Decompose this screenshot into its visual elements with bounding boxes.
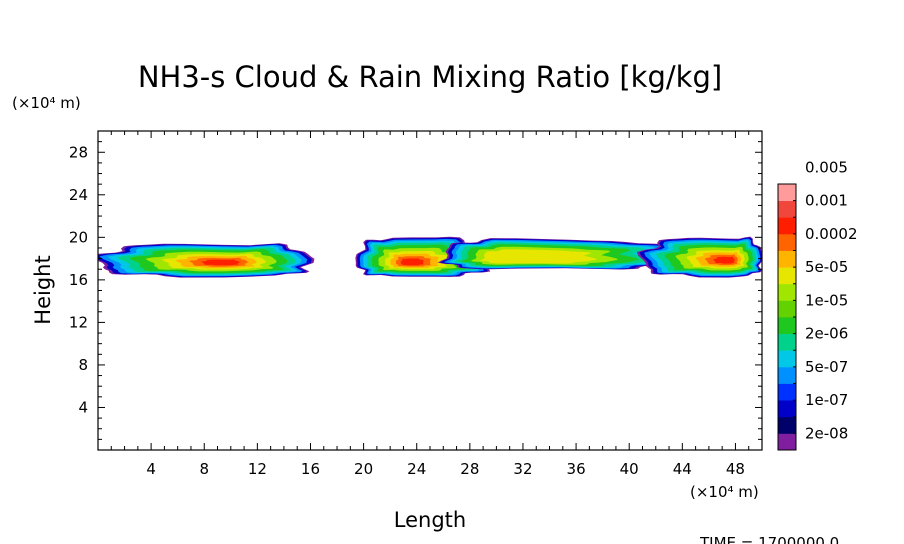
cloud-contour-level <box>713 256 735 264</box>
x-tick-label: 8 <box>199 460 209 478</box>
y-tick-label: 4 <box>78 398 88 416</box>
cloud-field <box>98 236 762 278</box>
cloud-contour-level <box>201 259 240 266</box>
x-tick-label: 32 <box>513 460 532 478</box>
chart-title: NH3-s Cloud & Rain Mixing Ratio [kg/kg] <box>138 60 722 94</box>
cloud-contour-level <box>400 258 424 266</box>
x-tick-label: 16 <box>301 460 320 478</box>
colorbar-label: 0.005 <box>805 158 848 176</box>
colorbar-swatch <box>778 350 796 368</box>
colorbar-label: 5e-05 <box>805 258 848 276</box>
y-unit-label: (×10⁴ m) <box>12 94 81 112</box>
colorbar-label: 0.0002 <box>805 225 858 243</box>
colorbar-swatch <box>778 300 796 318</box>
x-tick-label: 12 <box>248 460 267 478</box>
colorbar: 2e-08 1e-07 5e-07 2e-06 1e-05 5e-05 0.0002 0.00… <box>777 158 858 451</box>
colorbar-swatch <box>778 383 796 401</box>
colorbar-swatch <box>778 400 796 418</box>
x-tick-label: 36 <box>567 460 586 478</box>
plot-frame <box>97 130 763 451</box>
colorbar-swatch <box>778 217 796 235</box>
y-tick-label: 24 <box>69 186 88 204</box>
x-tick-label: 48 <box>726 460 745 478</box>
x-tick-label: 4 <box>146 460 156 478</box>
colorbar-label: 2e-08 <box>805 424 848 442</box>
y-tick-label: 20 <box>69 228 88 246</box>
x-unit-label: (×10⁴ m) <box>690 483 759 501</box>
colorbar-swatch <box>778 333 796 351</box>
cloud-contour-level <box>480 249 597 264</box>
colorbar-swatch <box>778 433 796 451</box>
y-axis: 4 8 12 16 20 24 28 <box>69 141 762 440</box>
colorbar-label: 2e-06 <box>805 325 848 343</box>
cloud-layer-band-3 <box>437 238 691 270</box>
colorbar-swatch <box>778 267 796 285</box>
colorbar-swatch <box>778 200 796 218</box>
y-tick-label: 12 <box>69 313 88 331</box>
colorbar-label: 0.001 <box>805 192 848 210</box>
colorbar-swatch <box>778 317 796 335</box>
colorbar-swatch <box>778 366 796 384</box>
x-tick-label: 44 <box>673 460 692 478</box>
y-axis-title: Height <box>31 255 55 324</box>
x-tick-label: 24 <box>407 460 426 478</box>
x-tick-label: 40 <box>620 460 639 478</box>
time-label: TIME = 1700000.0 <box>699 534 839 544</box>
y-tick-label: 8 <box>78 356 88 374</box>
x-tick-label: 20 <box>354 460 373 478</box>
cloud-layer-band-4 <box>636 236 762 278</box>
colorbar-swatch <box>778 416 796 434</box>
colorbar-swatch <box>778 184 796 202</box>
y-tick-label: 16 <box>69 271 88 289</box>
colorbar-swatch <box>778 283 796 301</box>
x-tick-label: 28 <box>460 460 479 478</box>
colorbar-swatch <box>778 250 796 268</box>
x-axis-title: Length <box>394 508 466 532</box>
x-axis: 4 8 12 16 20 24 28 32 36 40 44 48 <box>110 131 750 478</box>
colorbar-label: 1e-05 <box>805 291 848 309</box>
colorbar-label: 1e-07 <box>805 391 848 409</box>
colorbar-label: 5e-07 <box>805 358 848 376</box>
colorbar-swatch <box>778 233 796 251</box>
cloud-layer-band-1 <box>98 243 315 278</box>
y-tick-label: 28 <box>69 143 88 161</box>
